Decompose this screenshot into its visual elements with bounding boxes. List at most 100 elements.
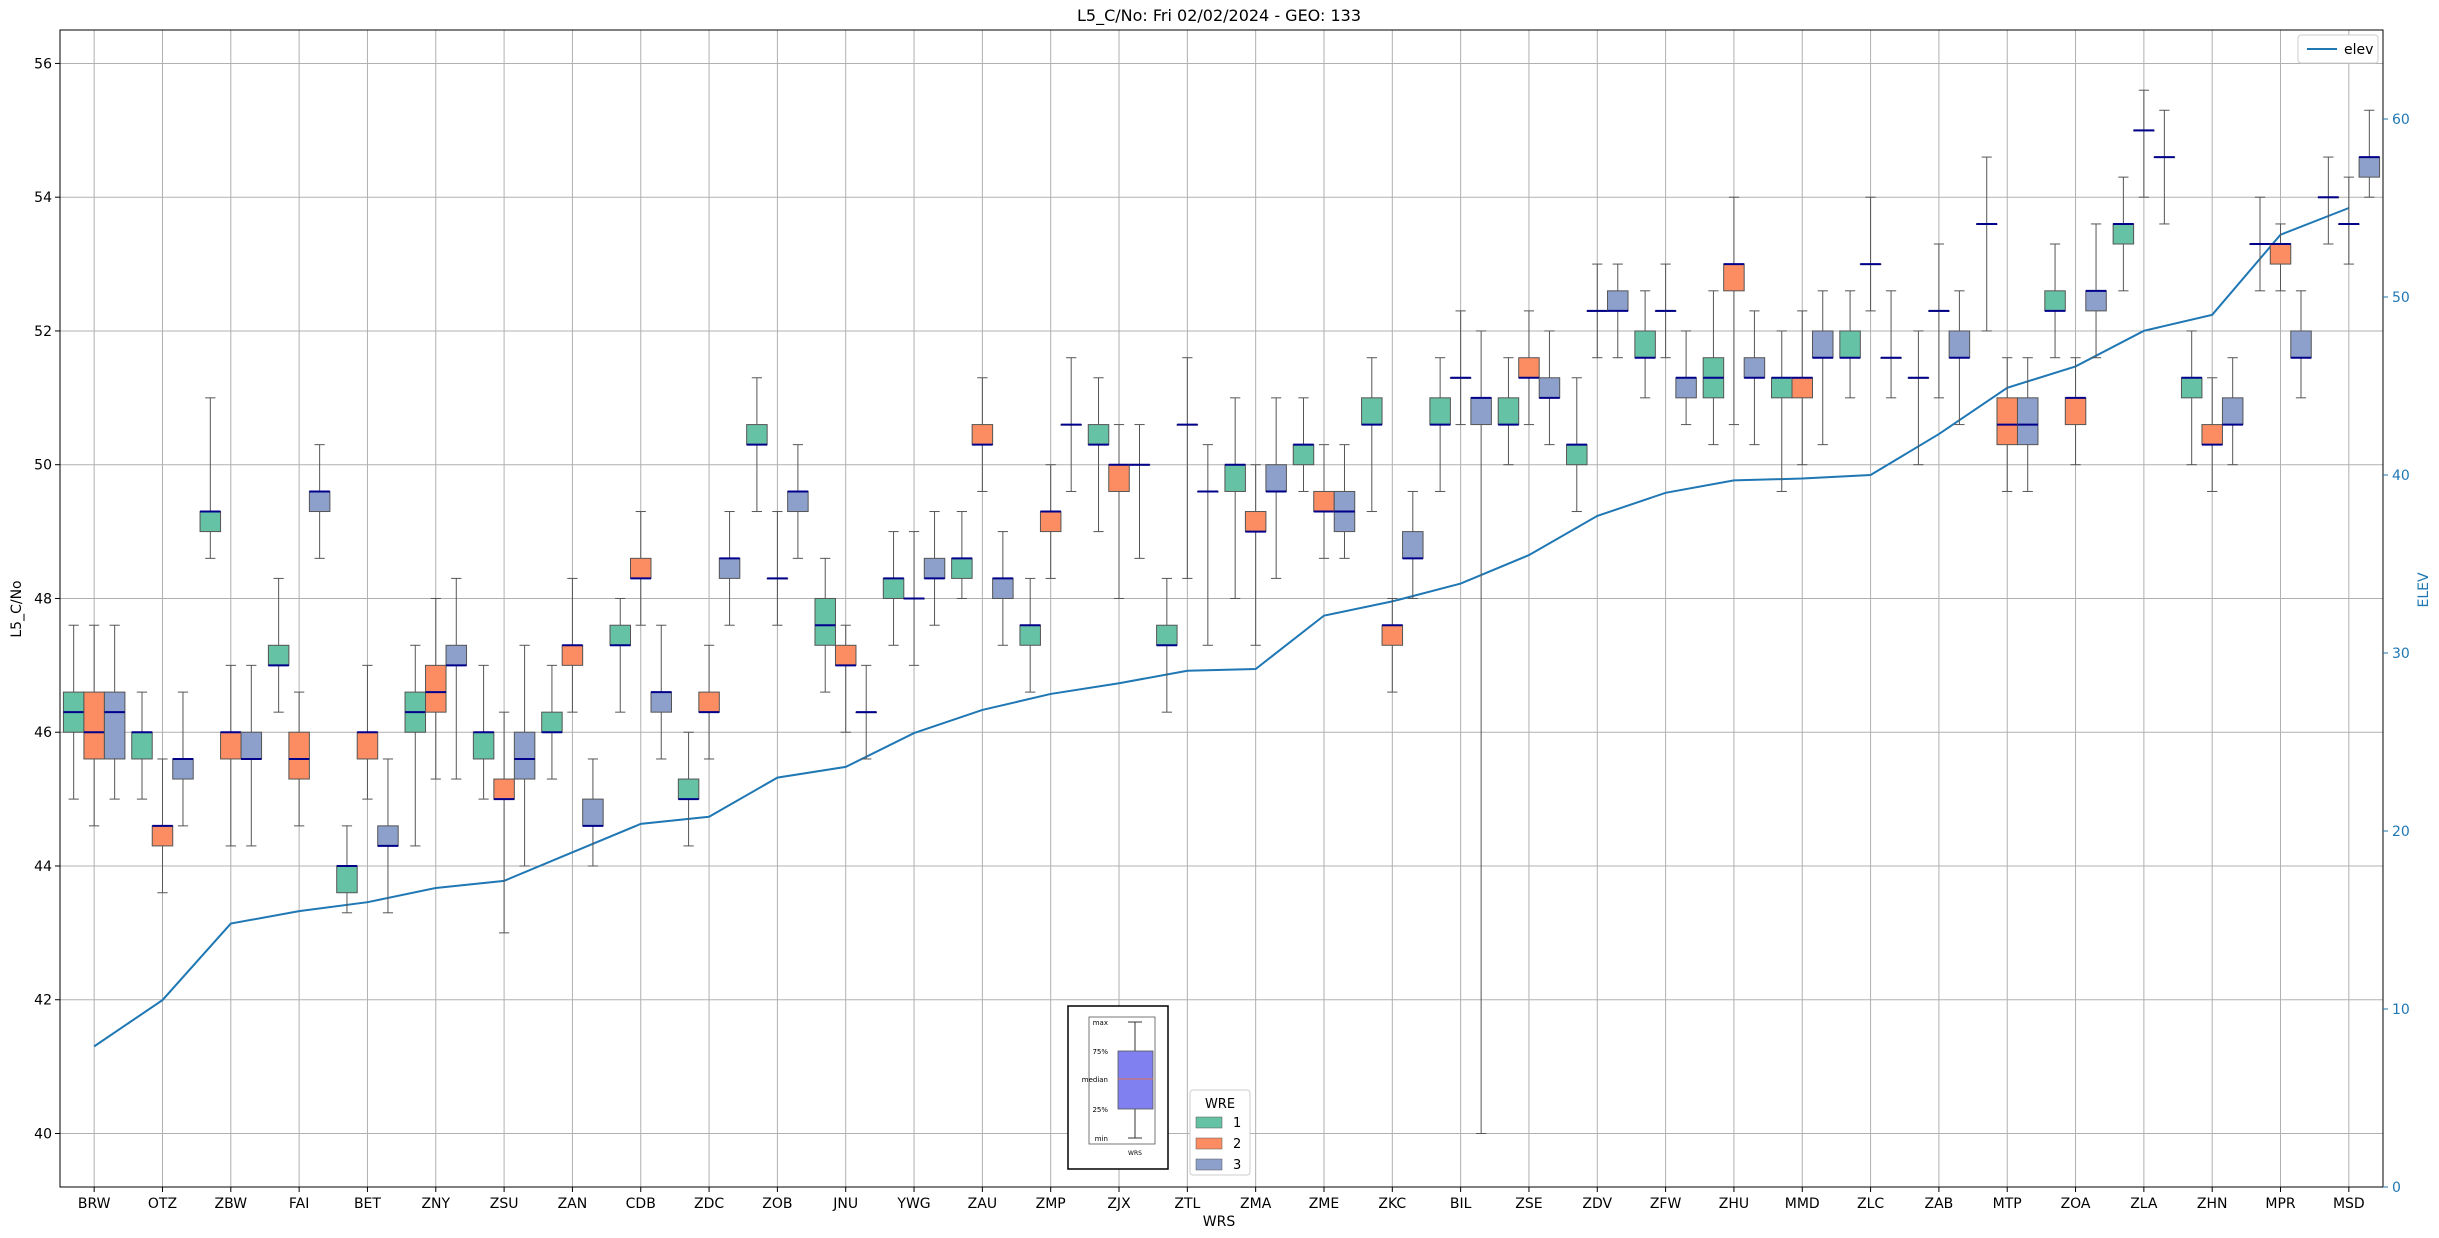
box-wre-1 — [1839, 290, 1861, 399]
box-iqr — [131, 731, 153, 760]
box-iqr — [1402, 531, 1424, 559]
box-iqr — [1996, 397, 2018, 446]
y-tick-label: 54 — [34, 190, 52, 206]
box-wre-1 — [1224, 397, 1246, 599]
legend-swatch-3 — [1195, 1158, 1223, 1171]
box-wre-3 — [1060, 357, 1082, 492]
box-wre-2 — [356, 664, 379, 800]
box-iqr — [814, 597, 836, 646]
box-iqr — [1566, 444, 1588, 466]
box-iqr — [2221, 397, 2244, 426]
box-iqr — [308, 490, 331, 513]
box-iqr — [834, 644, 857, 666]
box-iqr — [1518, 357, 1540, 379]
y-tick-label: 40 — [34, 1126, 52, 1142]
box-wre-2 — [630, 511, 652, 626]
box-wre-1 — [336, 825, 358, 914]
box-wre-3 — [992, 531, 1014, 646]
box-wre-1 — [1292, 397, 1315, 492]
x-tick-label: OTZ — [148, 1196, 177, 1212]
box-wre-2 — [766, 511, 789, 626]
box-wre-2 — [2133, 89, 2155, 198]
box-iqr — [356, 731, 379, 760]
box-wre-3 — [2290, 290, 2312, 399]
box-wre-2 — [1449, 310, 1472, 426]
x-tick-label: ZOA — [2061, 1196, 2091, 1212]
x-tick-label: JNU — [832, 1196, 858, 1212]
box-wre-1 — [814, 557, 836, 693]
box-iqr — [1429, 397, 1451, 426]
box-wre-2 — [1928, 243, 1950, 399]
box-iqr — [2112, 223, 2135, 245]
box-wre-3 — [1470, 330, 1492, 1134]
x-tick-label: BIL — [1450, 1196, 1472, 1212]
x-tick-label: MMD — [1785, 1196, 1820, 1212]
box-iqr — [2085, 290, 2107, 312]
box-wre-1 — [404, 644, 427, 847]
legend-swatch-1 — [1195, 1116, 1223, 1129]
box-wre-2 — [2064, 357, 2087, 466]
box-wre-2 — [1791, 310, 1813, 466]
box-wre-3 — [1948, 290, 1971, 426]
box-iqr — [698, 691, 720, 713]
box-wre-3 — [1607, 263, 1629, 359]
box-iqr — [1607, 290, 1629, 312]
y-axis-left: 40 42 44 46 48 50 52 54 56 — [34, 56, 60, 1142]
box-wre-3 — [445, 577, 468, 780]
box-wre-2 — [151, 758, 174, 894]
box-iqr — [2269, 243, 2292, 265]
x-tick-label: MSD — [2333, 1196, 2365, 1212]
box-iqr — [1224, 464, 1246, 492]
x-tick-label: ZHU — [1719, 1196, 1749, 1212]
y-axis-label: L5_C/No — [9, 580, 25, 637]
box-wre-3 — [1675, 330, 1697, 426]
x-tick-label: MTP — [1993, 1196, 2022, 1212]
box-wre-3 — [650, 624, 672, 760]
box-iqr — [541, 711, 563, 733]
box-wre-2 — [2269, 223, 2292, 292]
box-wre-2 — [1313, 444, 1335, 559]
box-iqr — [2044, 290, 2066, 312]
box-iqr — [971, 424, 994, 446]
box-iqr — [2016, 397, 2039, 446]
x-tick-label: FAI — [289, 1196, 309, 1212]
y-tick-label: 48 — [34, 591, 52, 607]
box-wre-1 — [2180, 330, 2203, 466]
box-iqr — [1292, 444, 1315, 466]
box-wre-1 — [472, 664, 495, 800]
y-tick-label: 50 — [34, 458, 52, 474]
box-iqr — [377, 825, 399, 847]
box-iqr — [288, 731, 310, 780]
y2-tick-label: 0 — [2392, 1180, 2401, 1196]
box-wre-2 — [971, 377, 994, 492]
box-iqr — [787, 490, 809, 513]
box-iqr — [1087, 424, 1110, 446]
box-wre-3 — [103, 624, 126, 800]
box-wre-2 — [1039, 464, 1062, 579]
box-wre-2 — [1244, 464, 1267, 646]
x-tick-label: ZFW — [1650, 1196, 1682, 1212]
key-label-median: median — [1082, 1076, 1108, 1084]
y-axis-right: 0 10 20 30 40 50 60 — [2383, 112, 2410, 1196]
legend-elev-label: elev — [2344, 42, 2373, 58]
x-tick-label: ZDC — [694, 1196, 724, 1212]
box-iqr — [609, 624, 632, 646]
box-wre-2 — [698, 644, 720, 760]
box-wre-1 — [1566, 377, 1588, 513]
box-iqr — [425, 664, 447, 713]
box-iqr — [220, 731, 242, 760]
box-wre-3 — [2153, 109, 2176, 225]
box-wre-3 — [1265, 397, 1287, 579]
x-tick-label: ZBW — [215, 1196, 248, 1212]
box-wre-1 — [951, 511, 973, 599]
box-iqr — [2290, 330, 2312, 359]
box-wre-1 — [199, 397, 222, 559]
box-wre-3 — [1811, 290, 1834, 446]
box-wre-2 — [903, 531, 925, 666]
box-wre-1 — [746, 377, 768, 513]
x-tick-label: CDB — [626, 1196, 656, 1212]
box-iqr — [1723, 263, 1745, 292]
box-wre-1 — [131, 691, 153, 800]
box-wre-3 — [923, 511, 946, 626]
